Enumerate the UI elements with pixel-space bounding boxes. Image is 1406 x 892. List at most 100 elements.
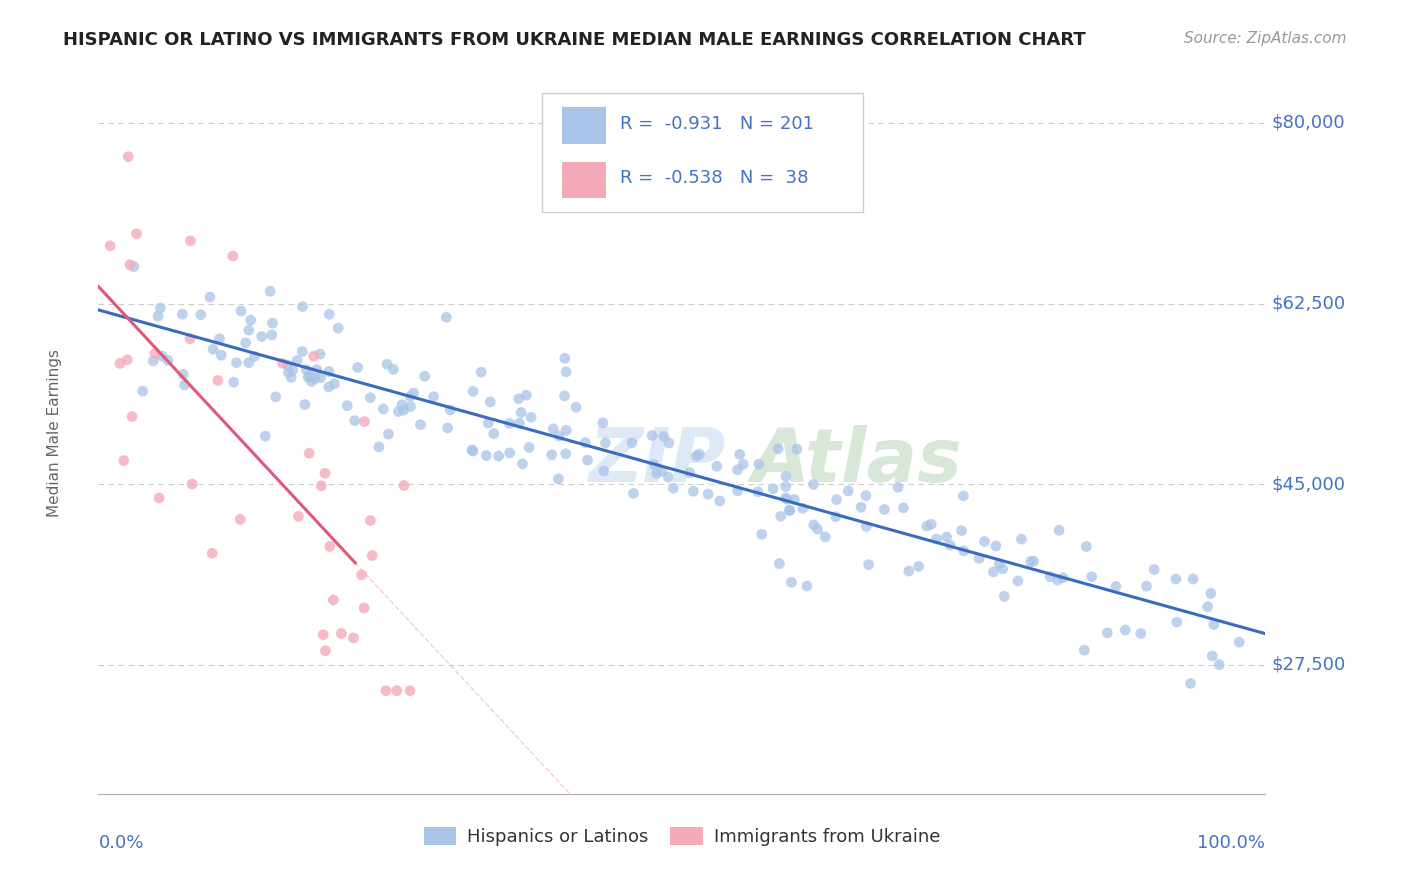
Point xyxy=(706,459,728,474)
Point xyxy=(436,421,458,435)
Point xyxy=(1080,570,1102,584)
Point xyxy=(520,410,543,425)
Point xyxy=(645,467,668,481)
Point xyxy=(662,481,685,495)
Point xyxy=(262,316,284,330)
Point xyxy=(117,150,139,164)
Point xyxy=(243,349,266,363)
Point xyxy=(225,356,247,370)
Point xyxy=(555,365,578,379)
Point xyxy=(1164,572,1187,586)
Point xyxy=(499,446,522,460)
Point xyxy=(239,313,262,327)
Point xyxy=(287,509,309,524)
Point xyxy=(1197,599,1219,614)
Point xyxy=(658,436,681,450)
Point xyxy=(915,519,938,533)
Point xyxy=(359,514,381,528)
Point xyxy=(318,380,340,394)
Point xyxy=(592,464,614,478)
Point xyxy=(897,564,920,578)
Point xyxy=(1143,562,1166,576)
Point xyxy=(1097,626,1119,640)
Point xyxy=(1180,676,1202,690)
Point xyxy=(387,404,409,418)
Point xyxy=(477,416,499,430)
Point xyxy=(359,391,381,405)
Point xyxy=(727,483,749,498)
Text: $62,500: $62,500 xyxy=(1271,294,1346,312)
Point xyxy=(434,310,457,325)
Point xyxy=(181,477,204,491)
Bar xyxy=(562,108,606,144)
Point xyxy=(779,503,801,517)
Point xyxy=(893,500,915,515)
Point xyxy=(548,429,571,443)
Point xyxy=(1007,574,1029,588)
Point xyxy=(1105,579,1128,593)
Point xyxy=(229,304,252,318)
Point xyxy=(413,369,436,384)
Point xyxy=(260,327,283,342)
Point xyxy=(209,348,232,362)
Point xyxy=(733,458,755,472)
Point xyxy=(229,512,252,526)
Point xyxy=(312,628,335,642)
Point xyxy=(643,457,665,471)
Point xyxy=(855,489,877,503)
Point xyxy=(297,370,319,384)
Point xyxy=(98,239,121,253)
Point xyxy=(125,227,148,241)
Point xyxy=(623,486,645,500)
Point xyxy=(1135,579,1157,593)
Point xyxy=(143,346,166,360)
Point xyxy=(679,466,702,480)
Point xyxy=(950,524,973,538)
Point xyxy=(727,463,749,477)
Point xyxy=(650,464,672,478)
Point xyxy=(235,335,257,350)
Point xyxy=(264,390,287,404)
Point xyxy=(222,249,245,263)
Point xyxy=(512,457,534,471)
Point xyxy=(873,502,896,516)
Point xyxy=(1202,617,1225,632)
Point xyxy=(849,500,872,515)
Point xyxy=(751,527,773,541)
Point xyxy=(353,415,375,429)
Point xyxy=(1182,572,1205,586)
Text: Atlas: Atlas xyxy=(752,425,963,498)
Point xyxy=(595,436,617,450)
Point xyxy=(517,441,540,455)
Point xyxy=(993,590,1015,604)
Point xyxy=(117,352,139,367)
Point xyxy=(775,479,797,493)
Point xyxy=(318,307,340,321)
Point xyxy=(172,368,194,382)
Point xyxy=(555,423,578,437)
Point xyxy=(907,559,929,574)
Point xyxy=(783,492,806,507)
Point xyxy=(554,389,576,403)
Point xyxy=(150,349,173,363)
Point xyxy=(118,258,141,272)
Point xyxy=(336,399,359,413)
Point xyxy=(685,449,707,463)
Text: ZIP: ZIP xyxy=(589,425,725,498)
Point xyxy=(470,365,492,379)
Point xyxy=(641,428,664,442)
Point xyxy=(565,401,588,415)
Point xyxy=(775,491,797,505)
Point xyxy=(825,492,848,507)
Point xyxy=(238,323,260,337)
Point xyxy=(776,492,799,507)
Point xyxy=(769,509,792,524)
Point xyxy=(319,539,342,553)
Point xyxy=(318,365,340,379)
Point xyxy=(461,384,484,399)
Point xyxy=(657,470,679,484)
Point xyxy=(309,347,332,361)
Point xyxy=(1201,648,1223,663)
Point xyxy=(547,472,569,486)
Point xyxy=(1114,623,1136,637)
